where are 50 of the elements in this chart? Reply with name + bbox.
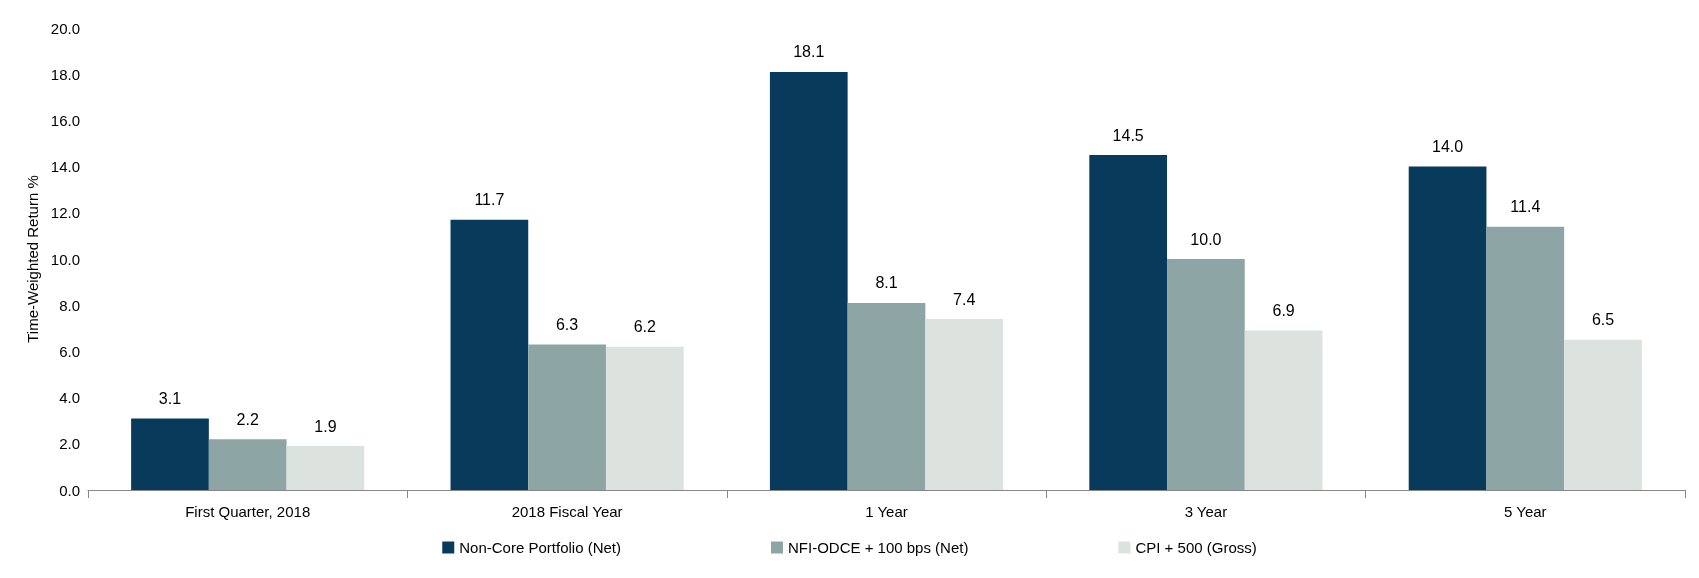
bar — [528, 344, 606, 490]
y-tick-label: 20.0 — [50, 19, 80, 37]
data-label: 6.9 — [1272, 302, 1295, 320]
data-label: 11.7 — [474, 191, 505, 209]
bar — [605, 346, 684, 490]
y-tick-label: 14.0 — [50, 158, 80, 176]
legend-label: Non-Core Portfolio (Net) — [459, 539, 621, 556]
bar — [1564, 339, 1642, 490]
bar — [925, 319, 1004, 490]
data-label: 14.5 — [1112, 126, 1144, 144]
bar — [847, 302, 926, 490]
y-tick-label: 2.0 — [59, 435, 80, 453]
bar — [769, 71, 848, 490]
legend-label: NFI-ODCE + 100 bps (Net) — [787, 539, 969, 556]
y-tick-label: 6.0 — [59, 342, 80, 360]
bar — [1244, 330, 1323, 490]
bar — [1486, 226, 1565, 490]
y-tick-label: 0.0 — [59, 481, 80, 499]
x-tick-label: 2018 Fiscal Year — [511, 503, 623, 520]
x-tick-label: 5 Year — [1504, 503, 1547, 520]
data-label: 1.9 — [314, 417, 337, 435]
y-tick-label: 18.0 — [50, 65, 80, 83]
bar — [208, 439, 287, 490]
y-tick-label: 16.0 — [50, 111, 80, 129]
bar — [1408, 166, 1487, 490]
legend-label: CPI + 500 (Gross) — [1135, 539, 1257, 556]
data-label: 10.0 — [1190, 230, 1222, 248]
bar — [286, 446, 365, 490]
data-label: 6.2 — [633, 318, 657, 336]
data-label: 8.1 — [875, 274, 898, 292]
data-label: 6.3 — [555, 315, 579, 333]
data-label: 2.2 — [236, 410, 259, 428]
bar — [131, 418, 209, 490]
x-tick-label: First Quarter, 2018 — [185, 503, 311, 520]
y-tick-label: 10.0 — [50, 250, 80, 268]
y-axis-title: Time-Weighted Return % — [23, 175, 41, 343]
data-label: 7.4 — [953, 290, 976, 308]
y-tick-label: 12.0 — [50, 204, 80, 222]
bar — [450, 219, 529, 490]
y-tick-label: 8.0 — [59, 296, 80, 314]
data-label: 11.4 — [1510, 198, 1541, 216]
bar — [1167, 259, 1245, 490]
data-label: 18.1 — [793, 43, 825, 61]
data-label: 3.1 — [158, 389, 182, 407]
y-tick-label: 4.0 — [59, 389, 80, 407]
x-tick-label: 1 Year — [865, 503, 908, 520]
data-label: 14.0 — [1432, 138, 1464, 156]
x-tick-label: 3 Year — [1184, 503, 1228, 520]
bar — [1089, 155, 1168, 490]
data-label: 6.5 — [1591, 311, 1615, 329]
